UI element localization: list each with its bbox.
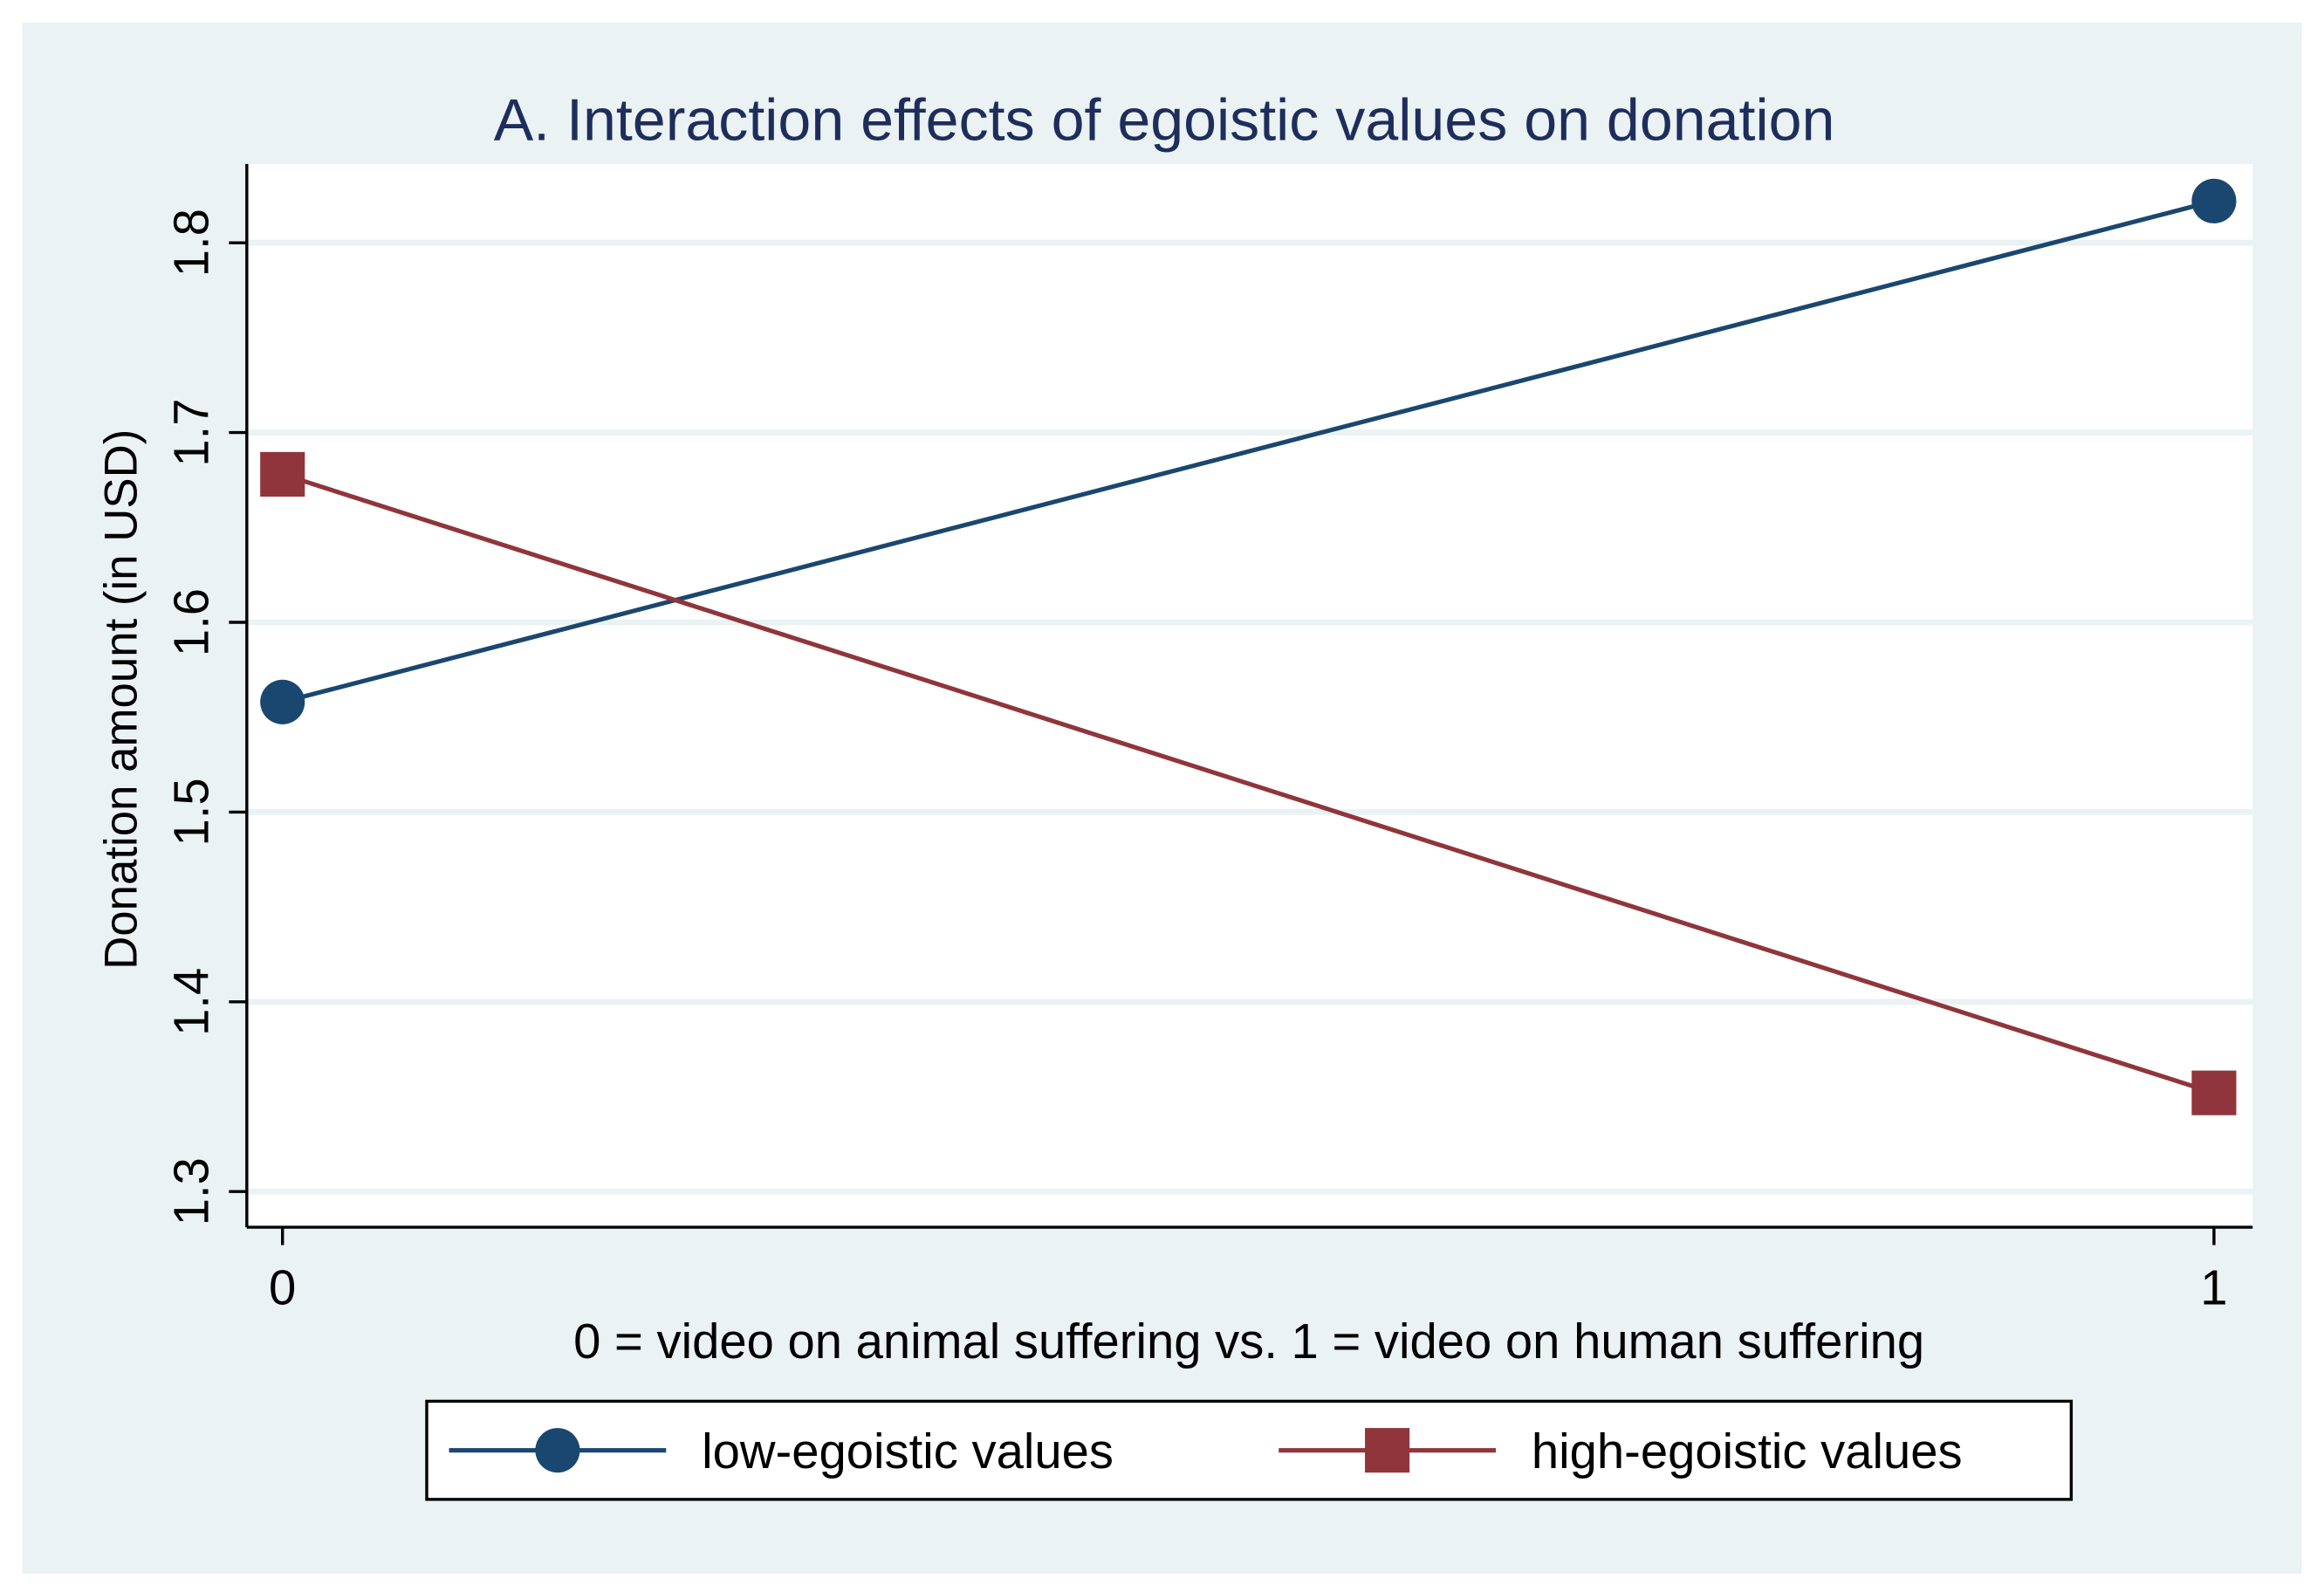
series-line [281,471,2215,1095]
legend: low-egoistic values high-egoistic values [425,1399,2074,1501]
data-point-circle [260,679,305,724]
data-point-square [260,451,305,497]
series-low-egoistic [260,178,2237,724]
y-ticks: 1.3 1.4 1.5 1.6 1.7 1.8 [164,209,247,1225]
legend-box [425,1399,2074,1501]
legend-marker-square [1365,1428,1410,1473]
plot-area [246,163,2253,1228]
y-tick-label: 1.4 [164,968,219,1036]
series-high-egoistic [260,451,2237,1115]
x-tick-label: 1 [2200,1260,2227,1315]
series-group [260,178,2237,1115]
y-tick-label: 1.6 [164,588,219,656]
y-tick-label: 1.5 [164,778,219,846]
y-tick-label: 1.8 [164,209,219,277]
y-tick-label: 1.7 [164,399,219,467]
legend-label-high: high-egoistic values [1532,1424,1963,1479]
legend-marker-circle [535,1428,580,1473]
chart-title: A. Interaction effects of egoistic value… [494,87,1835,154]
legend-label-low: low-egoistic values [702,1424,1114,1479]
series-line [282,198,2215,704]
x-axis-label: 0 = video on animal suffering vs. 1 = vi… [573,1314,1924,1369]
y-axis-label: Donation amount (in USD) [96,429,147,970]
y-tick-label: 1.3 [164,1157,219,1225]
x-tick-label: 0 [269,1260,296,1315]
data-point-circle [2191,178,2237,223]
data-point-square [2191,1070,2237,1115]
